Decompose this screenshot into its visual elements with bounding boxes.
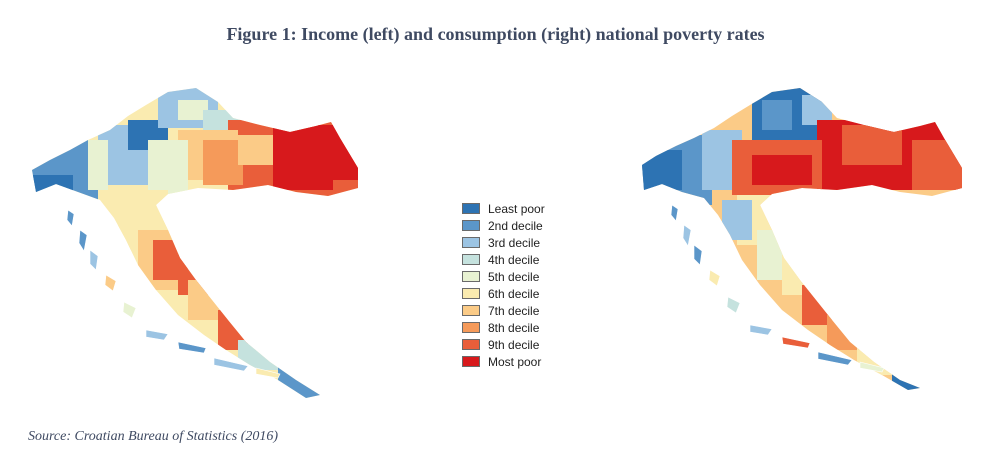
figure-title: Figure 1: Income (left) and consumption …: [226, 24, 765, 44]
legend-swatch: [462, 203, 480, 214]
map-legend: Least poor 2nd decile 3rd decile 4th dec…: [462, 200, 545, 370]
legend-label: 5th decile: [488, 269, 540, 284]
legend-label: 6th decile: [488, 286, 540, 301]
legend-swatch: [462, 288, 480, 299]
consumption-islands: [670, 204, 885, 373]
legend-swatch: [462, 322, 480, 333]
legend-item-9th-decile: 9th decile: [462, 336, 545, 353]
legend-item-most-poor: Most poor: [462, 353, 545, 370]
legend-item-2nd-decile: 2nd decile: [462, 217, 545, 234]
figure-source: Source: Croatian Bureau of Statistics (2…: [28, 429, 279, 444]
legend-label: Least poor: [488, 201, 545, 216]
income-islands: [66, 209, 281, 379]
legend-label: 2nd decile: [488, 218, 543, 233]
legend-item-6th-decile: 6th decile: [462, 285, 545, 302]
legend-swatch: [462, 305, 480, 316]
legend-item-least-poor: Least poor: [462, 200, 545, 217]
legend-swatch: [462, 254, 480, 265]
income-poverty-map: [32, 88, 358, 398]
legend-swatch: [462, 237, 480, 248]
legend-label: 8th decile: [488, 320, 540, 335]
legend-label: 7th decile: [488, 303, 540, 318]
legend-label: 3rd decile: [488, 235, 541, 250]
legend-item-5th-decile: 5th decile: [462, 268, 545, 285]
consumption-poverty-map: [642, 88, 962, 390]
legend-item-3rd-decile: 3rd decile: [462, 234, 545, 251]
legend-item-7th-decile: 7th decile: [462, 302, 545, 319]
legend-swatch: [462, 220, 480, 231]
legend-label: 4th decile: [488, 252, 540, 267]
legend-label: Most poor: [488, 354, 542, 369]
legend-label: 9th decile: [488, 337, 540, 352]
legend-swatch: [462, 339, 480, 350]
legend-swatch: [462, 271, 480, 282]
legend-swatch: [462, 356, 480, 367]
legend-item-4th-decile: 4th decile: [462, 251, 545, 268]
legend-item-8th-decile: 8th decile: [462, 319, 545, 336]
